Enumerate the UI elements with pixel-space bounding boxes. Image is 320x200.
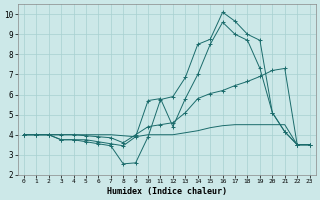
X-axis label: Humidex (Indice chaleur): Humidex (Indice chaleur): [107, 187, 227, 196]
